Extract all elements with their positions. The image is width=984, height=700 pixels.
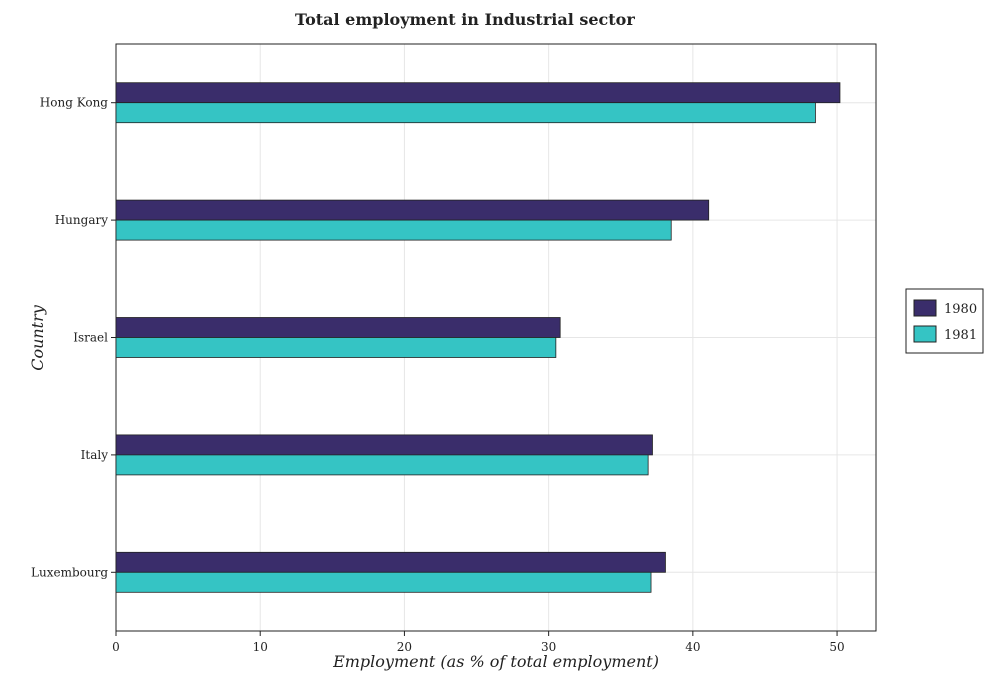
y-ticks: Hong Kong Hungary Israel Italy Luxembourg <box>31 96 116 579</box>
y-tick-label: Italy <box>81 448 109 462</box>
x-ticks: 0 10 20 30 40 50 <box>112 631 845 654</box>
legend-label-1981: 1981 <box>944 328 977 343</box>
bar-1981-israel <box>115 337 557 358</box>
bar-1980-israel <box>115 317 561 338</box>
legend-swatch-1980 <box>913 299 937 317</box>
x-tick-label: 30 <box>541 640 556 654</box>
bar-1981-italy <box>115 454 649 476</box>
legend-frame <box>905 288 984 354</box>
x-tick-label: 0 <box>112 640 120 654</box>
x-axis-label: Employment (as % of total employment) <box>332 652 659 671</box>
bars <box>115 82 841 593</box>
x-tick-label: 50 <box>829 640 844 654</box>
bar-1981-hungary <box>115 219 672 241</box>
y-tick-label: Israel <box>73 331 108 345</box>
bar-1980-luxembourg <box>115 551 666 573</box>
bar-1981-hong-kong <box>115 102 816 124</box>
legend-label-1980: 1980 <box>944 302 977 317</box>
y-axis-label: Country <box>28 304 47 371</box>
x-tick-label: 40 <box>685 640 700 654</box>
x-tick-label: 10 <box>253 640 268 654</box>
legend: 1980 1981 <box>905 288 984 354</box>
y-tick-label: Hong Kong <box>40 96 109 110</box>
x-tick-label: 20 <box>397 640 412 654</box>
legend-swatch-1981 <box>913 325 937 343</box>
bar-1981-luxembourg <box>115 571 652 593</box>
bar-1980-hong-kong <box>115 82 841 104</box>
chart-title: Total employment in Industrial sector <box>295 10 635 29</box>
y-tick-label: Hungary <box>55 213 108 227</box>
bar-1980-italy <box>115 434 653 456</box>
bar-1980-hungary <box>115 199 710 221</box>
y-tick-label: Luxembourg <box>31 565 108 579</box>
